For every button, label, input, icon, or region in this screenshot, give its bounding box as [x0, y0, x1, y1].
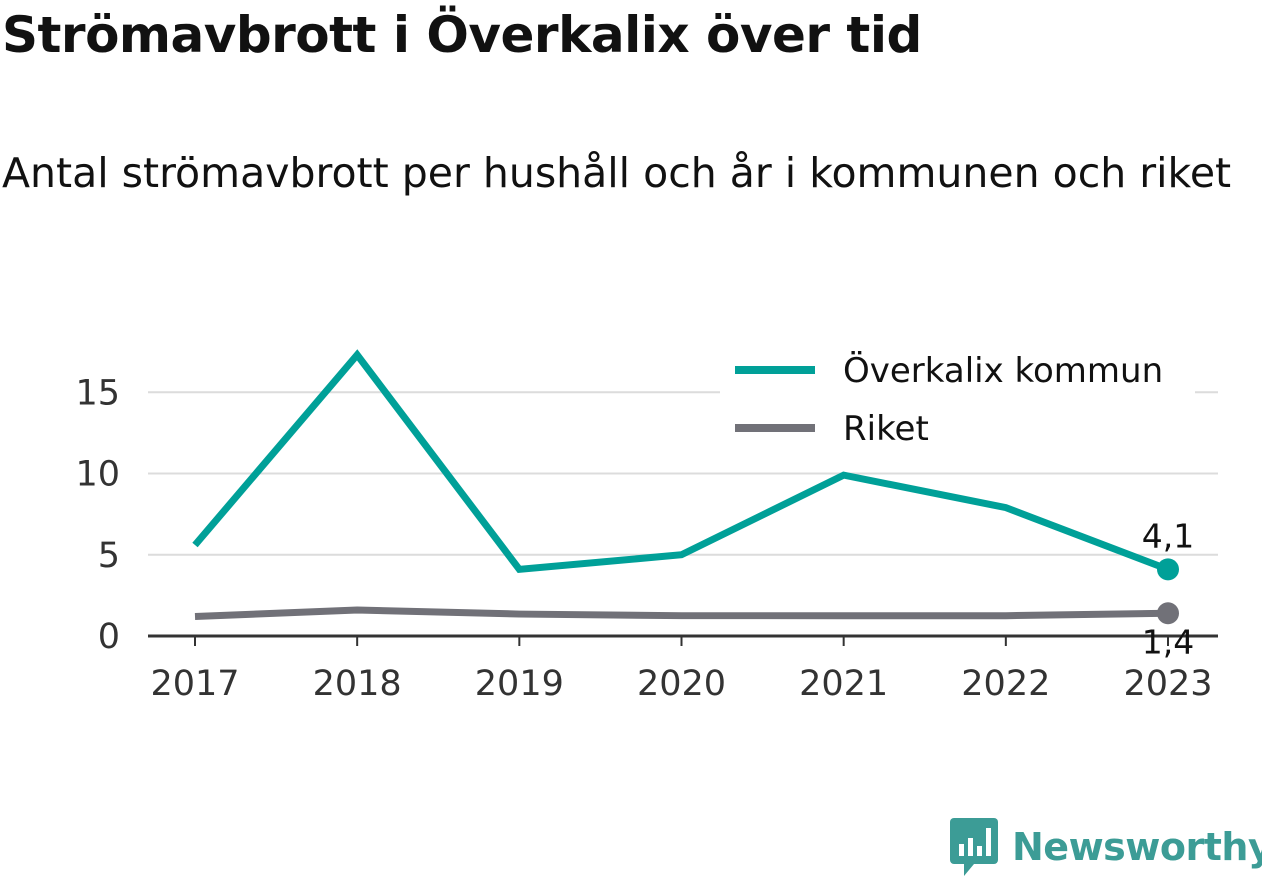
chart-title: Strömavbrott i Överkalix över tid	[2, 6, 922, 64]
y-tick-label: 15	[75, 373, 120, 413]
chart-subtitle: Antal strömavbrott per hushåll och år i …	[2, 149, 1232, 197]
overkalix-series-end-marker	[1157, 558, 1179, 581]
brand-name: Newsworthy	[1012, 825, 1262, 869]
newsworthy-logo: Newsworthy	[950, 818, 1262, 876]
x-tick-label: 2017	[150, 664, 239, 704]
y-tick-label: 0	[98, 617, 120, 657]
x-tick-label: 2020	[637, 664, 726, 704]
overkalix-series-line	[192, 349, 1170, 574]
legend-background	[720, 345, 1195, 455]
y-tick-label: 10	[75, 455, 120, 495]
x-tick-label: 2019	[475, 664, 564, 704]
x-tick-label: 2023	[1123, 664, 1212, 704]
x-tick-label: 2021	[799, 664, 888, 704]
riket-series-line	[194, 606, 1169, 620]
legend-label: Riket	[843, 409, 929, 449]
riket-end-label: 1,4	[1142, 622, 1194, 661]
legend-label: Överkalix kommun	[843, 350, 1163, 391]
x-tick-label: 2022	[961, 664, 1050, 704]
riket-series-end-marker	[1157, 602, 1179, 625]
x-tick-label: 2018	[313, 664, 402, 704]
overkalix-end-label: 4,1	[1142, 516, 1194, 555]
y-tick-label: 5	[98, 536, 120, 576]
newsworthy-logo-icon	[950, 818, 998, 876]
